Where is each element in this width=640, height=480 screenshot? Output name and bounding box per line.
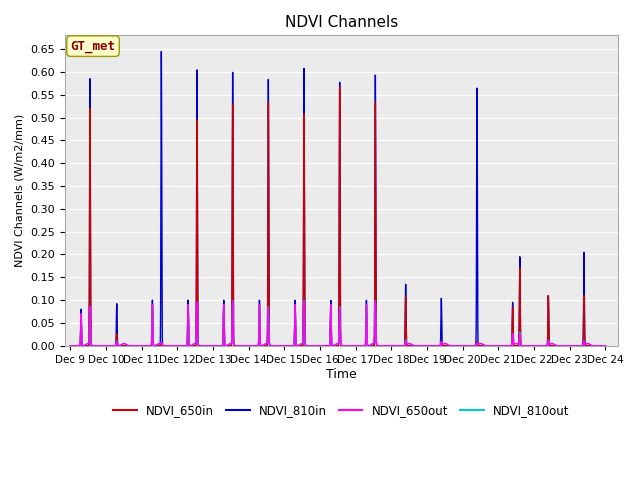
Title: NDVI Channels: NDVI Channels: [285, 15, 398, 30]
X-axis label: Time: Time: [326, 368, 357, 381]
Y-axis label: NDVI Channels (W/m2/mm): NDVI Channels (W/m2/mm): [15, 114, 25, 267]
Legend: NDVI_650in, NDVI_810in, NDVI_650out, NDVI_810out: NDVI_650in, NDVI_810in, NDVI_650out, NDV…: [108, 400, 575, 422]
Text: GT_met: GT_met: [70, 40, 116, 53]
